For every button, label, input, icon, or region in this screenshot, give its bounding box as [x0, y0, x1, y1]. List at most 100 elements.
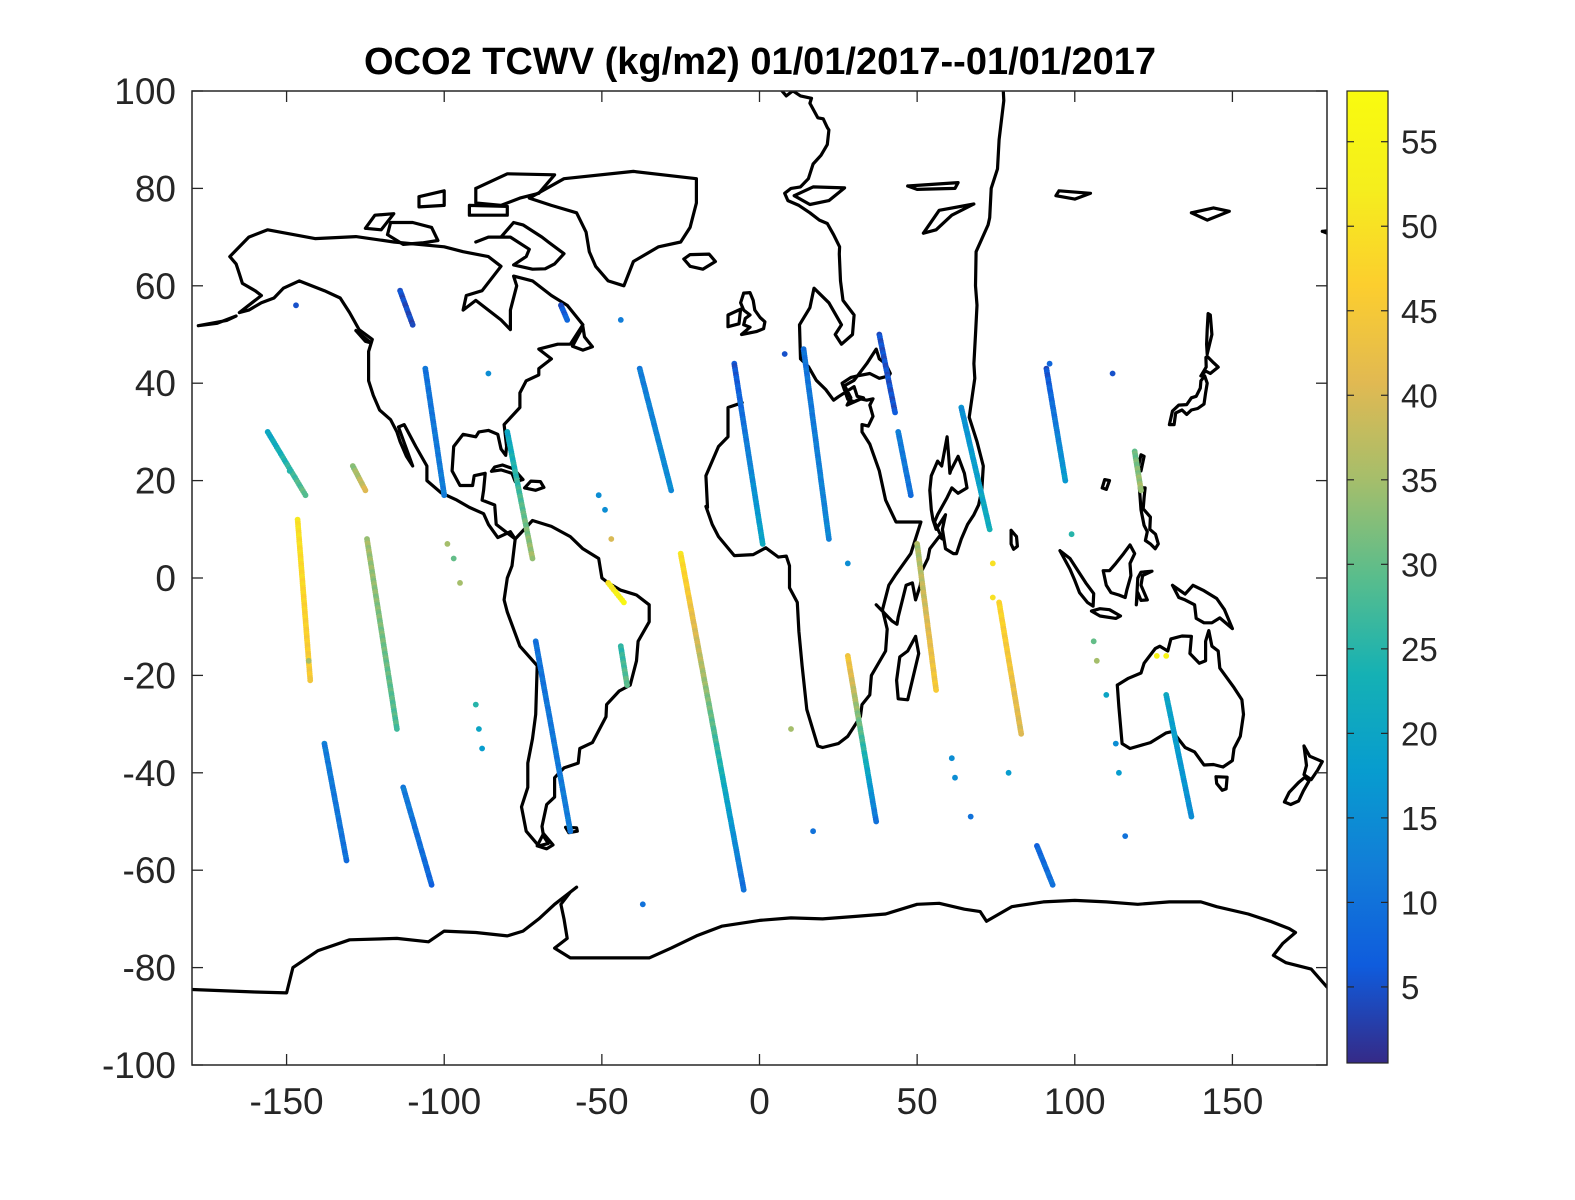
- data-point: [617, 317, 624, 323]
- data-point: [529, 555, 536, 562]
- coastline: [527, 169, 698, 288]
- coastline: [921, 202, 976, 235]
- data-point: [989, 560, 996, 567]
- data-point: [293, 302, 299, 309]
- coastline: [1302, 744, 1324, 782]
- data-point: [989, 594, 996, 601]
- data-point: [343, 857, 350, 864]
- data-point: [1005, 769, 1012, 776]
- data-point: [444, 541, 451, 547]
- data-point: [624, 682, 630, 688]
- y-tick-label: -100: [102, 1045, 176, 1086]
- data-point: [907, 492, 914, 499]
- y-tick-label: -40: [123, 753, 176, 794]
- coastline: [726, 307, 743, 329]
- coastline: [489, 463, 525, 484]
- colorbar: 55 50 45 40 35 30 25 20 15 10 5: [1346, 90, 1438, 1064]
- y-axis: 100 80 60 40 20 0 -20 -40 -60 -80 -100: [102, 71, 1327, 1086]
- coastline: [474, 172, 557, 207]
- data-point: [476, 726, 482, 732]
- x-tick-label: 150: [1202, 1081, 1264, 1122]
- data-point: [952, 774, 958, 781]
- data-point: [567, 828, 574, 835]
- colorbar-tick-label: 50: [1401, 208, 1438, 245]
- x-axis: -150 -100 -50 0 50 100 150: [250, 91, 1264, 1122]
- data-point: [986, 526, 993, 533]
- x-tick-label: 100: [1044, 1081, 1106, 1122]
- y-tick-label: -20: [123, 655, 176, 696]
- data-point: [595, 492, 602, 499]
- data-point: [759, 541, 766, 547]
- coastline: [704, 91, 1006, 750]
- coastline: [1054, 189, 1093, 201]
- colorbar-ticks: 55 50 45 40 35 30 25 20 15 10 5: [1347, 124, 1438, 1006]
- data-point: [788, 726, 794, 732]
- data-point: [948, 755, 955, 762]
- x-tick-label: -100: [407, 1081, 481, 1122]
- coastline: [523, 479, 546, 492]
- coastline: [1058, 549, 1096, 608]
- coastline: [1320, 229, 1327, 235]
- colorbar-tick-label: 20: [1401, 715, 1438, 752]
- data-point: [1153, 653, 1160, 659]
- data-point: [307, 677, 314, 684]
- data-point: [1018, 730, 1025, 737]
- data-point: [286, 468, 293, 474]
- data-point: [933, 687, 939, 693]
- data-point: [457, 580, 463, 586]
- coastline: [1282, 775, 1311, 807]
- data-point: [873, 818, 880, 825]
- data-point: [1138, 487, 1144, 494]
- data-point: [781, 351, 788, 357]
- data-point: [305, 657, 312, 664]
- data-point: [1103, 692, 1110, 698]
- data-point: [485, 370, 492, 377]
- coastline: [1089, 607, 1123, 620]
- colorbar-tick-label: 45: [1401, 293, 1438, 330]
- y-tick-label: -60: [123, 850, 176, 891]
- coastline: [792, 185, 847, 207]
- data-point: [409, 321, 416, 328]
- data-point: [844, 560, 851, 567]
- x-tick-label: -50: [575, 1081, 628, 1122]
- coastline: [682, 252, 717, 271]
- colorbar-tick-label: 55: [1401, 124, 1438, 161]
- data-point: [479, 745, 485, 752]
- data-point: [302, 492, 309, 499]
- data-point: [668, 487, 675, 494]
- coastline: [1101, 543, 1137, 600]
- data-point: [602, 506, 608, 513]
- colorbar-tick-label: 5: [1401, 969, 1419, 1006]
- colorbar-gradient: [1346, 90, 1389, 1064]
- x-tick-label: 0: [749, 1081, 770, 1122]
- data-point: [1062, 477, 1069, 484]
- data-point: [1112, 740, 1119, 747]
- data-point: [1163, 653, 1170, 659]
- data-point: [740, 886, 747, 893]
- data-point: [826, 536, 832, 542]
- y-tick-label: 100: [114, 71, 176, 112]
- coastline: [1167, 374, 1209, 427]
- data-point: [564, 317, 571, 323]
- data-point: [1188, 813, 1195, 820]
- data-point: [1116, 769, 1122, 776]
- coastline: [1134, 569, 1154, 607]
- coastline: [739, 291, 767, 337]
- colorbar-tick-label: 35: [1401, 462, 1438, 499]
- colorbar-tick-label: 15: [1401, 800, 1438, 837]
- coastline: [1137, 486, 1160, 551]
- coastline: [535, 832, 555, 851]
- x-tick-label: -150: [250, 1081, 324, 1122]
- coastline: [363, 212, 396, 232]
- colorbar-tick-label: 40: [1401, 377, 1438, 414]
- data-point: [1109, 370, 1116, 377]
- data-point: [967, 813, 974, 820]
- colorbar-tick-label: 10: [1401, 884, 1438, 921]
- data-point: [394, 726, 400, 732]
- data-point: [1049, 881, 1056, 888]
- data-point: [1090, 638, 1097, 645]
- colorbar-tick-label: 30: [1401, 546, 1438, 583]
- data-point: [621, 599, 627, 606]
- data-point: [472, 701, 479, 708]
